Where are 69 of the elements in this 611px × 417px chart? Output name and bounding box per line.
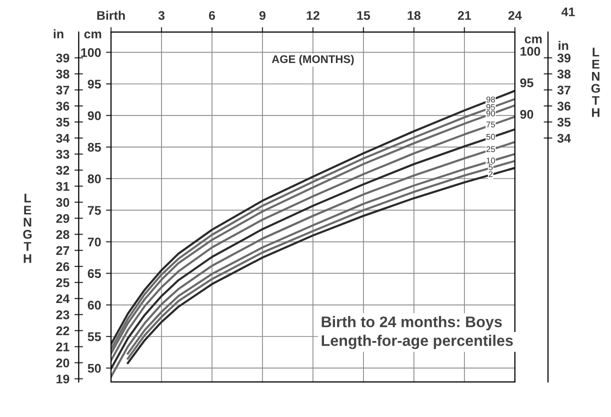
x-tick-label: Birth — [97, 10, 125, 20]
y3-tick-label: 39 — [557, 54, 570, 62]
text: 41 — [561, 8, 575, 16]
y-tick-label: 65 — [88, 269, 101, 278]
series-label: 98 — [486, 96, 495, 102]
y2-tick-label: 32 — [56, 166, 70, 175]
y2-tick-label: 20 — [56, 358, 70, 368]
y3-tick-label: 38 — [557, 70, 571, 79]
x-tick-label: 21 — [458, 11, 472, 20]
y2-tick-label: 39 — [56, 54, 70, 62]
y-tick-label: 100 — [81, 48, 101, 57]
text: 95 — [520, 78, 534, 88]
y-tick-label: 75 — [88, 206, 101, 215]
y2-tick-label: 22 — [56, 326, 70, 336]
series-label: 2 — [488, 171, 493, 178]
x-axis-title: AGE (MONTHS) — [272, 54, 354, 66]
series-label: 25 — [486, 146, 495, 152]
x-tick-label: 3 — [158, 11, 165, 20]
y2-tick-label: 19 — [56, 374, 70, 384]
y2-tick-label: 25 — [56, 278, 70, 288]
y2-tick-label: 23 — [56, 310, 70, 320]
y2-tick-label: 29 — [56, 214, 70, 223]
x-tick-label: 6 — [208, 11, 216, 20]
text: LENGTH — [23, 194, 32, 263]
series-label: 95 — [486, 104, 495, 110]
y-axis-title: cm — [84, 32, 102, 38]
text: cm — [524, 36, 542, 44]
y-tick-label: 55 — [88, 332, 101, 342]
text: 100 — [520, 46, 540, 56]
y3-tick-label: 34 — [557, 134, 571, 143]
y2-tick-label: 27 — [56, 246, 70, 255]
x-tick-label: 18 — [408, 11, 420, 20]
y-tick-label: 70 — [88, 238, 101, 246]
series-label: 90 — [486, 110, 495, 116]
y3-axis-title: in — [558, 40, 568, 50]
y2-tick-label: 36 — [56, 102, 70, 111]
y-tick-label: 85 — [88, 142, 101, 152]
y3-tick-label: 37 — [557, 86, 570, 95]
y-tick-label: 60 — [88, 300, 101, 310]
text: Length-for-age percentiles — [322, 334, 513, 350]
series-label: 5 — [488, 164, 493, 170]
y2-tick-label: 34 — [56, 134, 70, 143]
y2-tick-label: 26 — [56, 262, 70, 272]
y-tick-label: 90 — [88, 111, 101, 120]
series-label: 10 — [486, 158, 495, 164]
y2-tick-label: 38 — [56, 70, 70, 79]
y2-tick-label: 28 — [56, 230, 70, 239]
y2-tick-label: 21 — [56, 342, 70, 352]
y3-tick-label: 36 — [557, 102, 570, 111]
y3-tick-label: 35 — [557, 118, 571, 127]
text: Birth to 24 months: Boys — [322, 316, 502, 330]
text: LENGTH — [591, 48, 600, 117]
y2-tick-label: 35 — [56, 118, 70, 127]
y2-tick-label: 24 — [56, 294, 70, 304]
x-tick-label: 12 — [306, 11, 320, 20]
x-tick-label: 24 — [508, 11, 522, 20]
y2-tick-label: 33 — [56, 150, 70, 159]
y2-tick-label: 30 — [56, 198, 70, 207]
y-tick-label: 95 — [88, 80, 101, 89]
series-label: 75 — [486, 122, 495, 128]
y-tick-label: 50 — [88, 364, 101, 373]
y-tick-label: 80 — [88, 174, 101, 184]
text: 90 — [520, 110, 534, 119]
y2-tick-label: 31 — [56, 182, 70, 191]
x-tick-label: 15 — [357, 11, 370, 20]
x-tick-label: 9 — [259, 11, 266, 20]
y2-tick-label: 37 — [56, 86, 70, 95]
series-label: 50 — [486, 134, 495, 140]
y2-axis-title: in — [54, 29, 64, 38]
